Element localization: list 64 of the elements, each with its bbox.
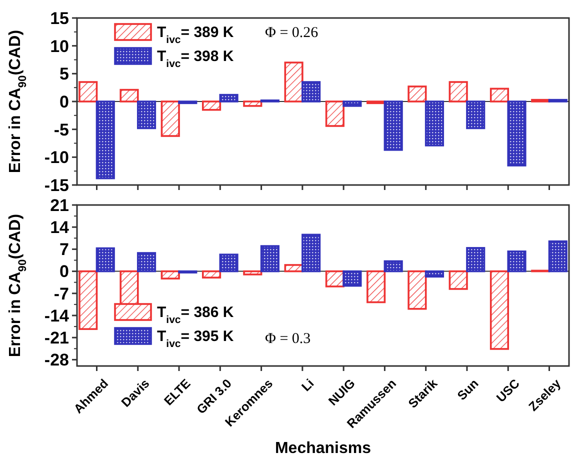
y-tick-label: -28 [44,350,69,370]
bar [507,100,526,166]
legend-label: T$_{ivc}$= 389 K [157,24,234,46]
bar [136,252,156,272]
bar [384,100,403,151]
bar [507,250,526,272]
bar [408,270,427,310]
bar [219,94,238,102]
bar [160,100,180,137]
y-tick-label: -10 [44,148,69,168]
bar [490,88,510,102]
bar [136,100,156,130]
bar [96,247,115,272]
bar [408,86,427,102]
bar [160,270,180,280]
y-tick-label: 0 [60,262,69,282]
bar [424,270,444,278]
bar [490,270,510,350]
bar [202,100,222,111]
bar [260,245,280,272]
legend-label: T$_{ivc}$= 398 K [157,48,234,70]
bar [284,62,304,102]
bar [548,240,568,272]
bar [466,100,486,130]
bar [284,264,304,272]
bar [219,254,238,272]
y-tick-label: -5 [54,120,69,140]
y-tick-label: -21 [44,328,69,348]
x-tick-label: Li [298,376,317,394]
bar [325,100,344,127]
y-tick-label: -15 [44,176,69,195]
bar [325,270,344,288]
bar [302,81,321,102]
y-tick-label: 21 [50,196,69,215]
bar [424,100,444,146]
legend-label: T$_{ivc}$= 386 K [157,304,234,326]
bar [366,270,386,304]
y-tick-label: 0 [60,92,69,112]
bar [466,247,486,272]
y-tick-label: 7 [60,240,69,260]
annotation: Φ = 0.3 [265,331,311,347]
bar [342,270,362,287]
bar [448,81,468,102]
bar [78,270,98,330]
bar [243,270,262,276]
bar [78,81,98,102]
y-tick-label: 10 [50,36,69,56]
bar [96,100,115,180]
bar [384,260,403,272]
y-tick-label: 15 [50,8,69,28]
y-tick-label: 14 [50,218,70,238]
bar [342,100,362,107]
bar [243,100,262,107]
bar [448,270,468,290]
legend-label: T$_{ivc}$= 395 K [157,328,234,350]
y-tick-label: -14 [44,306,70,326]
x-tick-label: Sun [454,376,482,404]
y-tick-label: 5 [60,64,69,84]
bar [120,88,139,102]
y-tick-label: -7 [54,284,69,304]
bar [202,270,222,279]
bar [302,234,321,272]
annotation: Φ = 0.26 [265,25,319,41]
x-axis-title: Mechanisms [274,440,372,457]
